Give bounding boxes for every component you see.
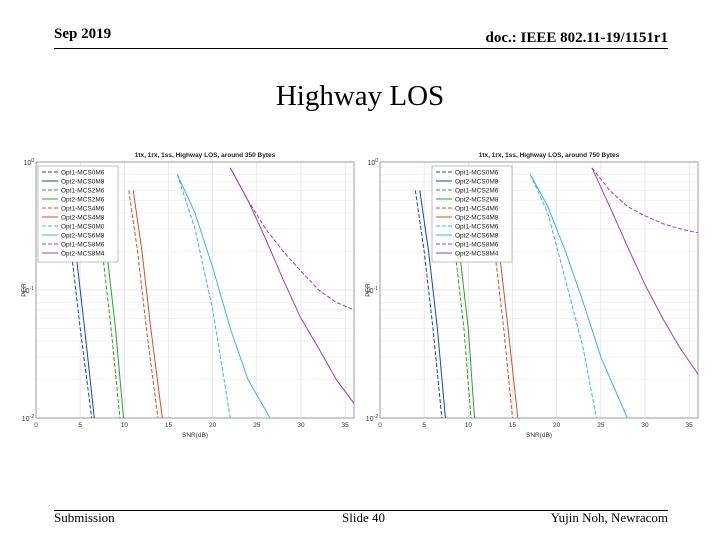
footer-author: Yujin Noh, Newracom bbox=[550, 510, 668, 525]
footer-slide-number: Slide 40 bbox=[342, 510, 385, 525]
y-axis-label: PER bbox=[21, 283, 28, 297]
x-tick-label: 0 bbox=[378, 422, 382, 429]
legend-entry: Opt2-MCS0M8 bbox=[455, 179, 499, 186]
chart-title: 1tx, 1rx, 1ss, Highway LOS, around 750 B… bbox=[479, 152, 620, 159]
y-axis-label: PER bbox=[365, 283, 372, 297]
series-line-opt2-mcs4m8 bbox=[132, 190, 163, 418]
legend-entry: Opt1-MCS8M6 bbox=[455, 242, 499, 249]
y-tick-label: 100 bbox=[367, 158, 378, 167]
chart-350-bytes-plot: 1tx, 1rx, 1ss, Highway LOS, around 350 B… bbox=[21, 152, 355, 439]
y-tick-label: 10-2 bbox=[366, 414, 378, 423]
series-line-opt1-mcs4m6 bbox=[128, 190, 159, 418]
legend-entry: Opt1-MCS0M6 bbox=[61, 170, 105, 177]
x-tick-label: 15 bbox=[509, 422, 517, 429]
legend-entry: Opt1-MCS2M6 bbox=[61, 188, 105, 195]
chart-350-bytes: 1tx, 1rx, 1ss, Highway LOS, around 350 B… bbox=[18, 150, 358, 440]
series-line-opt2-mcs8m4 bbox=[229, 167, 354, 404]
x-tick-label: 5 bbox=[78, 422, 82, 429]
series-line-opt1-mcs0m6 bbox=[414, 190, 443, 418]
legend-entry: Opt1-MCS0M6 bbox=[455, 170, 499, 177]
x-tick-label: 5 bbox=[422, 422, 426, 429]
legend-entry: Opt2-MCS2M8 bbox=[455, 197, 499, 204]
legend-box bbox=[37, 165, 119, 263]
legend-entry: Opt1-MCS2M6 bbox=[455, 188, 499, 195]
legend-entry: Opt2-MCS2M6 bbox=[61, 197, 105, 204]
footer-submission: Submission bbox=[54, 510, 115, 525]
series-line-opt1-mcs0m0 bbox=[176, 174, 231, 418]
legend: Opt1-MCS0M6 Opt2-MCS0M8 Opt1-MCS2M6 Opt2-MC… bbox=[37, 165, 119, 263]
legend-entry: Opt2-MCS4M8 bbox=[455, 215, 499, 222]
x-tick-label: 30 bbox=[297, 422, 305, 429]
legend: Opt1-MCS0M6 Opt2-MCS0M8 Opt1-MCS2M6 Opt2-MC… bbox=[431, 165, 513, 263]
slide-date: Sep 2019 bbox=[54, 26, 112, 42]
document-id: doc.: IEEE 802.11-19/1151r1 bbox=[485, 30, 668, 46]
series-line-opt1-mcs8m6 bbox=[229, 167, 354, 311]
footer-rule bbox=[54, 510, 668, 511]
slide-title: Highway LOS bbox=[275, 80, 445, 112]
series-line-opt2-mcs0m8 bbox=[419, 190, 446, 418]
legend-entry: Opt1-MCS4M6 bbox=[61, 206, 105, 213]
plot-frame bbox=[379, 161, 699, 419]
y-tick-label: 10-1 bbox=[22, 286, 34, 295]
chart-750-bytes-plot: 1tx, 1rx, 1ss, Highway LOS, around 750 B… bbox=[365, 152, 699, 439]
x-tick-label: 30 bbox=[641, 422, 649, 429]
y-tick-label: 10-1 bbox=[366, 286, 378, 295]
legend-entry: Opt1-MCS0M0 bbox=[61, 224, 105, 231]
x-tick-label: 20 bbox=[209, 422, 217, 429]
chart-title: 1tx, 1rx, 1ss, Highway LOS, around 350 B… bbox=[135, 152, 276, 159]
series-line-opt1-mcs8m6 bbox=[591, 167, 698, 234]
legend-entry: Opt2-MCS8M4 bbox=[61, 251, 105, 258]
x-axis-label: SNR(dB) bbox=[182, 432, 208, 439]
header-rule bbox=[54, 48, 668, 49]
series-line-opt2-mcs8m4 bbox=[591, 167, 698, 375]
legend-entry: Opt1-MCS8M6 bbox=[61, 242, 105, 249]
x-tick-label: 25 bbox=[597, 422, 605, 429]
x-tick-label: 35 bbox=[342, 422, 350, 429]
x-tick-label: 0 bbox=[34, 422, 38, 429]
legend-entry: Opt2-MCS0M8 bbox=[61, 179, 105, 186]
plot-frame bbox=[35, 161, 355, 419]
x-axis-label: SNR(dB) bbox=[526, 432, 552, 439]
x-tick-label: 35 bbox=[686, 422, 694, 429]
legend-entry: Opt1-MCS4M6 bbox=[455, 206, 499, 213]
series-line-opt1-mcs6m6 bbox=[529, 174, 597, 418]
x-tick-label: 20 bbox=[553, 422, 561, 429]
x-tick-label: 15 bbox=[165, 422, 173, 429]
legend-entry: Opt2-MCS8M4 bbox=[455, 251, 499, 258]
legend-entry: Opt2-MCS6M8 bbox=[455, 233, 499, 240]
legend-entry: Opt1-MCS6M6 bbox=[455, 224, 499, 231]
legend-entry: Opt2-MCS6M8 bbox=[61, 233, 105, 240]
series-line-opt2-mcs6m8 bbox=[529, 174, 628, 418]
chart-750-bytes: 1tx, 1rx, 1ss, Highway LOS, around 750 B… bbox=[362, 150, 702, 440]
x-tick-label: 25 bbox=[253, 422, 261, 429]
legend-box bbox=[431, 165, 513, 263]
x-tick-label: 10 bbox=[465, 422, 473, 429]
legend-entry: Opt2-MCS4M8 bbox=[61, 215, 105, 222]
y-tick-label: 10-2 bbox=[22, 414, 34, 423]
plot-grid bbox=[379, 162, 698, 419]
x-tick-label: 10 bbox=[121, 422, 129, 429]
series-line-opt2-mcs6m8 bbox=[176, 174, 271, 418]
y-tick-label: 100 bbox=[23, 158, 34, 167]
